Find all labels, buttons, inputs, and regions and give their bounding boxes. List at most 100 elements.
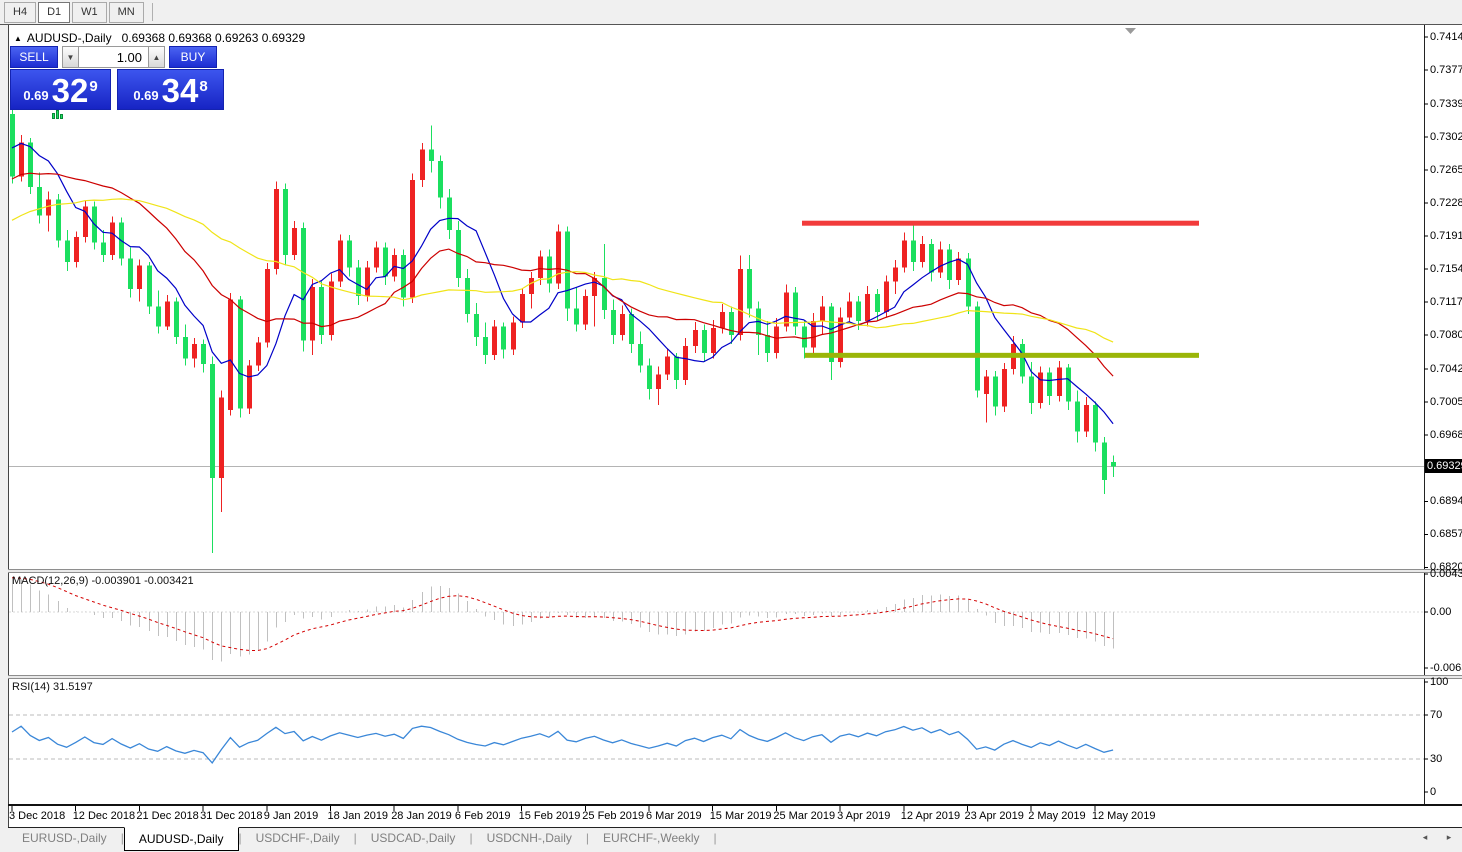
volume-input[interactable] [79, 46, 148, 68]
tab-separator: | [585, 831, 590, 845]
current-price-badge: 0.69329 [1425, 459, 1462, 473]
sell-price-box[interactable]: 0.69 32 9 [10, 69, 111, 110]
date-axis-tick-label: 25 Mar 2019 [773, 810, 836, 822]
tab-separator: | [353, 831, 357, 845]
date-axis-tick-label: 2 May 2019 [1028, 810, 1086, 822]
moving-average-8 [11, 142, 1114, 425]
date-axis-tick-label: 25 Feb 2019 [582, 810, 645, 822]
candlesticks [10, 106, 1116, 554]
date-axis-tick-label: 12 May 2019 [1091, 810, 1156, 822]
moving-average-35 [11, 198, 1114, 343]
mini-candles-icon [52, 110, 64, 119]
toolbar-divider [151, 3, 153, 21]
date-axis-border [8, 804, 1462, 806]
rsi-pane-splitter[interactable] [8, 675, 1462, 679]
date-axis-tick-label: 15 Feb 2019 [518, 810, 581, 822]
sell-button[interactable]: SELL [10, 46, 58, 68]
macd-label: MACD(12,26,9) -0.003901 -0.003421 [12, 575, 194, 587]
timeframe-tab-h4[interactable]: H4 [4, 1, 37, 23]
date-axis-tick-label: 21 Dec 2018 [136, 810, 199, 822]
buy-price-pip: 8 [199, 78, 208, 95]
chart-ohlc-values: 0.69368 0.69368 0.69263 0.69329 [121, 31, 306, 45]
sell-price-main: 32 [51, 72, 89, 109]
symbol-tab-bar: EURUSD-,Daily | AUDUSD-,Daily | USDCHF-,Dail… [8, 827, 1462, 852]
tab-separator: | [469, 831, 473, 845]
rsi-axis-tick-label: 70 [1430, 709, 1443, 721]
rsi-axis-tick-label: 30 [1430, 753, 1443, 765]
buy-price-box[interactable]: 0.69 34 8 [117, 69, 224, 110]
symbol-tab-usdcad[interactable]: USDCAD-,Daily [370, 831, 456, 845]
date-axis-tick-label: 6 Mar 2019 [646, 810, 702, 822]
volume-decrease-button[interactable]: ▼ [62, 46, 79, 68]
date-axis-tick-label: 28 Jan 2019 [391, 810, 452, 822]
symbol-tab-usdcnh[interactable]: USDCNH-,Daily [486, 831, 572, 845]
buy-button[interactable]: BUY [169, 46, 217, 68]
chart-window[interactable] [8, 25, 1462, 827]
date-axis-tick-label: 9 Jan 2019 [263, 810, 319, 822]
trendline-support [805, 352, 1199, 358]
moving-average-20 [11, 172, 1114, 377]
rsi-label: RSI(14) 31.5197 [12, 681, 93, 693]
date-axis-tick-label: 31 Dec 2018 [200, 810, 263, 822]
rsi-axis-tick-label: 100 [1430, 676, 1449, 688]
date-axis-tick-label: 6 Feb 2019 [454, 810, 511, 822]
symbol-tab-eurusd[interactable]: EURUSD-,Daily [22, 831, 107, 845]
volume-increase-button[interactable]: ▲ [148, 46, 165, 68]
tab-scroll-arrows: ◂ ▸ [1418, 831, 1456, 844]
trendline-resistance [802, 220, 1199, 226]
timeframe-toolbar: H4 D1 W1 MN [0, 0, 1462, 25]
sell-price-pip: 9 [89, 78, 98, 95]
scroll-tabs-left-button[interactable]: ◂ [1422, 832, 1428, 842]
symbol-tab-eurchf[interactable]: EURCHF-,Weekly [603, 831, 700, 845]
date-axis-tick-label: 3 Apr 2019 [837, 810, 891, 822]
sell-price-prefix: 0.69 [23, 88, 49, 103]
macd-signal-line [11, 577, 1114, 652]
macd-axis-tick-label: -0.006373 [1430, 661, 1462, 674]
tab-separator: | [238, 831, 242, 845]
rsi-line [11, 725, 1114, 764]
macd-histogram [12, 578, 1114, 662]
chart-symbol-label: AUDUSD-,Daily [26, 31, 112, 45]
timeframe-tab-mn[interactable]: MN [108, 1, 144, 23]
buy-price-main: 34 [161, 72, 199, 109]
date-axis-tick-label: 12 Dec 2018 [72, 810, 136, 822]
tab-separator: | [713, 831, 717, 845]
date-axis-tick-label: 3 Dec 2018 [9, 810, 66, 822]
timeframe-tab-w1[interactable]: W1 [72, 1, 107, 23]
chart-title: ▲ AUDUSD-,Daily 0.69368 0.69368 0.69263 0.… [14, 31, 305, 45]
date-axis-tick-label: 18 Jan 2019 [327, 810, 389, 822]
macd-axis-tick-label: 0.00 [1430, 606, 1452, 619]
macd-pane-splitter[interactable] [8, 569, 1462, 573]
scroll-to-end-marker-icon [1125, 28, 1136, 34]
symbol-tab-usdchf[interactable]: USDCHF-,Daily [255, 831, 340, 845]
date-axis-tick-label: 12 Apr 2019 [900, 810, 961, 822]
date-axis-tick-label: 23 Apr 2019 [964, 810, 1024, 822]
tab-separator: | [120, 831, 124, 845]
buy-price-prefix: 0.69 [133, 88, 159, 103]
symbol-tab-audusd[interactable]: AUDUSD-,Daily [123, 827, 239, 851]
rsi-axis-tick-label: 0 [1430, 786, 1437, 798]
scroll-tabs-right-button[interactable]: ▸ [1446, 832, 1452, 842]
timeframe-tab-d1[interactable]: D1 [38, 1, 71, 23]
collapse-panel-icon[interactable]: ▲ [14, 34, 22, 43]
date-axis-tick-label: 15 Mar 2019 [709, 810, 772, 822]
